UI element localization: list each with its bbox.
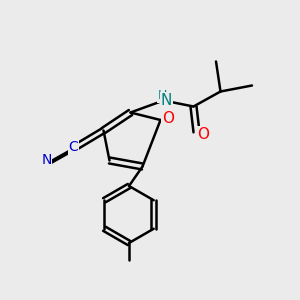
Text: O: O [162, 111, 174, 126]
Text: C: C [69, 140, 78, 154]
Text: N: N [41, 154, 52, 167]
Text: N: N [161, 93, 172, 108]
Text: H: H [157, 89, 167, 103]
Text: O: O [197, 127, 209, 142]
